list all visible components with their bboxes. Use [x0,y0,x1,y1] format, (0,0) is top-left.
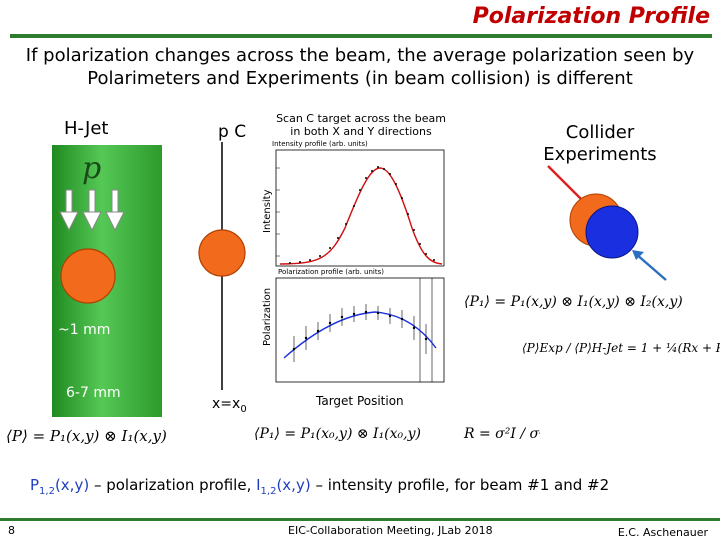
footer-rule [0,518,720,521]
hjet-overlay: p [59,151,125,232]
hjet-label: H-Jet [64,118,109,139]
jet-arrow-icon [105,189,125,232]
pc-diagram [198,142,246,390]
jet-width-label: 6-7 mm [66,385,121,401]
jet-arrow-icon [59,189,79,232]
footnote: P1,2(x,y) – polarization profile, I1,2(x… [30,476,610,497]
svg-text:⟨P₁⟩ = P₁(x₀,y) ⊗ I₁(x₀,y): ⟨P₁⟩ = P₁(x₀,y) ⊗ I₁(x₀,y) [254,426,421,442]
intensity-axis-label: Intensity [262,189,273,233]
svg-text:⟨P⟩Exp / ⟨P⟩H-Jet = 1 + ¼(Rx +: ⟨P⟩Exp / ⟨P⟩H-Jet = 1 + ¼(Rx + Ry) [522,341,720,355]
svg-text:R = σ²I / σ²P: R = σ²I / σ²P [463,426,540,442]
jet-arrows [59,189,125,232]
beam1-arrow-icon [547,165,587,205]
beam2-arrow-icon [635,253,667,281]
intensity-points [289,166,435,264]
polarization-axis-label: Polarization [262,288,273,346]
slide-title: Polarization Profile [472,4,710,29]
svg-text:⟨P₁⟩ = P₁(x,y) ⊗ I₁(x,y) ⊗ I₂(: ⟨P₁⟩ = P₁(x,y) ⊗ I₁(x,y) ⊗ I₂(x,y) [464,294,683,310]
proton-symbol: p [82,151,101,186]
intensity-fit-curve [279,167,443,265]
intensity-chart-title: Intensity profile (arb. units) [272,140,368,148]
formula-ratio: ⟨P⟩Exp / ⟨P⟩H-Jet = 1 + ¼(Rx + Ry) [522,341,720,355]
jet-arrow-icon [82,189,102,232]
page-number: 8 [8,524,15,537]
polarization-chart-title: Polarization profile (arb. units) [278,268,384,276]
scan-note: Scan C target across the beam in both X … [276,112,446,138]
author: E.C. Aschenauer [617,526,708,539]
polarization-plot: Polarization Polarization profile (arb. … [262,268,445,383]
pc-label: p C [218,122,247,142]
slide-subtitle: If polarization changes across the beam,… [0,44,720,90]
polarization-frame [275,277,445,383]
subtitle-line-2: Polarimeters and Experiments (in beam co… [87,68,633,89]
intensity-frame [275,149,445,267]
svg-text:⟨P⟩ = P₁(x,y) ⊗ I₁(x,y): ⟨P⟩ = P₁(x,y) ⊗ I₁(x,y) [6,427,167,445]
formula-r: R = σ²I / σ²P [463,426,540,442]
formula-pc: ⟨P₁⟩ = P₁(x₀,y) ⊗ I₁(x₀,y) [254,426,421,442]
collider-diagram [547,165,667,281]
hjet-beam [60,248,116,304]
intensity-plot: Intensity Intensity profile (arb. units) [262,140,445,267]
formula-collider: ⟨P₁⟩ = P₁(x,y) ⊗ I₁(x,y) ⊗ I₂(x,y) [464,294,683,310]
collider-label: Collider Experiments [543,122,657,165]
x-axis-label: Target Position [316,394,404,408]
formula-hjet: ⟨P⟩ = P₁(x,y) ⊗ I₁(x,y) [6,427,167,445]
beam2-cross-section [585,205,639,259]
subtitle-line-1: If polarization changes across the beam,… [25,45,695,66]
beam-size-label: ~1 mm [58,322,111,338]
meeting-name: EIC-Collaboration Meeting, JLab 2018 [288,524,493,537]
target-position-label: x=x0 [212,396,247,415]
pc-beam-cross-section [198,229,246,277]
title-rule [10,34,712,38]
polarization-fit-curve [283,311,437,359]
beam-cross-section [60,248,116,304]
